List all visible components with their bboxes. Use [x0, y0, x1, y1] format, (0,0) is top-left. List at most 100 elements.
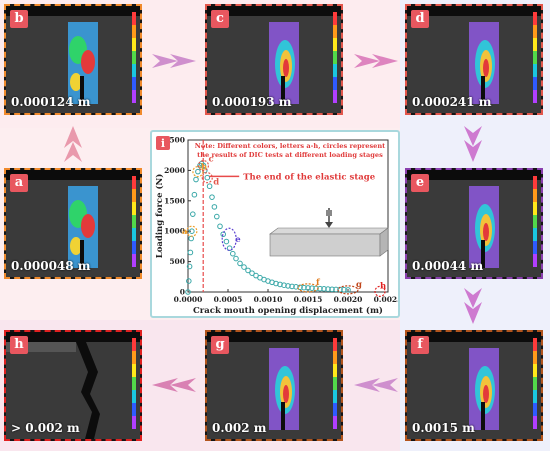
panel-caption: 0.002 m — [212, 421, 267, 435]
color-scale-bar — [533, 215, 537, 228]
color-scale-bar — [132, 77, 136, 90]
dic-panel-h: h > 0.002 m — [4, 330, 142, 441]
arrow-c-to-d — [354, 54, 398, 68]
panel-letter: f — [411, 336, 429, 354]
stage-circle — [186, 225, 198, 237]
color-scale-bar — [533, 228, 537, 241]
dic-image — [6, 170, 140, 277]
color-scale-bar — [533, 338, 537, 351]
color-scale-bar — [132, 38, 136, 51]
data-point — [321, 286, 327, 292]
color-scale-bar — [333, 377, 337, 390]
x-tick-label: 0.0015 — [294, 295, 323, 304]
chart-panel-letter: i — [161, 137, 165, 150]
color-scale-bar — [333, 338, 337, 351]
beam-top — [269, 227, 389, 235]
data-point — [341, 286, 347, 293]
dic-panel-d: d 0.000241 m — [405, 4, 543, 115]
color-scale-bar — [533, 254, 537, 267]
data-point — [223, 238, 230, 245]
color-scale-bar — [132, 351, 136, 364]
data-point — [237, 260, 243, 267]
color-scale-bar — [533, 12, 537, 25]
stage-label: h — [380, 281, 386, 291]
data-point — [217, 223, 223, 230]
chart-note: the results of DIC tests at different lo… — [197, 151, 383, 159]
data-point — [226, 245, 233, 252]
y-tick-label: 2500 — [164, 136, 185, 145]
color-scale-bar — [132, 403, 136, 416]
color-scale-bar — [132, 215, 136, 228]
panel-caption: 0.000048 m — [11, 259, 91, 273]
strain-hotspot — [483, 59, 489, 77]
panel-letter: a — [10, 174, 28, 192]
color-scale-bar — [333, 51, 337, 64]
beam-edge — [6, 342, 76, 352]
data-point — [233, 255, 239, 262]
stage-circle — [297, 283, 319, 293]
color-scale-bar — [132, 12, 136, 25]
color-scale-bar — [333, 390, 337, 403]
chart-note: Note: Different colors, letters a-h, cir… — [195, 142, 386, 150]
color-scale-bar — [132, 241, 136, 254]
dic-panel-a: a 0.000048 m — [4, 168, 142, 279]
data-point — [309, 285, 315, 291]
color-scale-bar — [533, 416, 537, 429]
top-dark-strip — [407, 6, 541, 16]
data-point — [329, 286, 335, 293]
color-scale-bar — [533, 189, 537, 202]
color-scale-bar — [533, 176, 537, 189]
x-tick-label: 0.0000 — [174, 295, 203, 304]
strain-hotspot — [283, 59, 289, 77]
notch — [80, 240, 84, 268]
arrow-b-to-c — [152, 54, 196, 68]
color-scale-bar — [333, 77, 337, 90]
color-scale-bar — [533, 202, 537, 215]
color-scale-bar — [333, 12, 337, 25]
arrow-g-to-h — [152, 378, 196, 392]
data-point — [209, 194, 215, 200]
dic-image — [407, 332, 541, 439]
arrow-a-to-b — [64, 126, 82, 162]
arrow-f-to-g — [354, 378, 398, 392]
color-scale-bar — [132, 377, 136, 390]
notch — [281, 402, 285, 430]
x-tick-label: 0.0020 — [334, 295, 363, 304]
dic-image — [6, 332, 140, 439]
data-point — [305, 285, 311, 291]
top-dark-strip — [407, 170, 541, 180]
panel-caption: > 0.002 m — [11, 421, 80, 435]
chart-panel-letter-box — [156, 136, 170, 150]
color-scale-bar — [533, 64, 537, 77]
color-scale-bar — [533, 90, 537, 103]
color-scale-bar — [132, 51, 136, 64]
panel-caption: 0.000241 m — [412, 95, 492, 109]
data-point — [211, 204, 218, 210]
color-scale-bar — [533, 51, 537, 64]
stage-label: a — [182, 227, 188, 237]
plot-area — [187, 139, 389, 293]
notch — [80, 76, 84, 104]
arrow-e-to-f — [464, 288, 482, 324]
top-dark-strip — [6, 170, 140, 180]
y-axis-label: Loading force (N) — [154, 174, 165, 259]
color-scale-bar — [132, 176, 136, 189]
notch — [281, 76, 285, 104]
color-scale-bar — [132, 364, 136, 377]
data-point — [195, 168, 201, 175]
top-dark-strip — [207, 6, 341, 16]
dic-image — [6, 6, 140, 113]
data-point — [186, 278, 192, 284]
panel-caption: 0.000193 m — [212, 95, 292, 109]
y-tick-label: 1500 — [164, 196, 185, 205]
y-tick-label: 1000 — [164, 227, 185, 236]
data-point — [214, 213, 220, 220]
stage-label: g — [356, 280, 362, 290]
data-point — [206, 183, 213, 190]
color-scale-bar — [132, 416, 136, 429]
dic-image — [207, 6, 341, 113]
strain-hotspot — [283, 385, 289, 403]
top-dark-strip — [6, 332, 140, 342]
stage-label: d — [213, 178, 219, 188]
